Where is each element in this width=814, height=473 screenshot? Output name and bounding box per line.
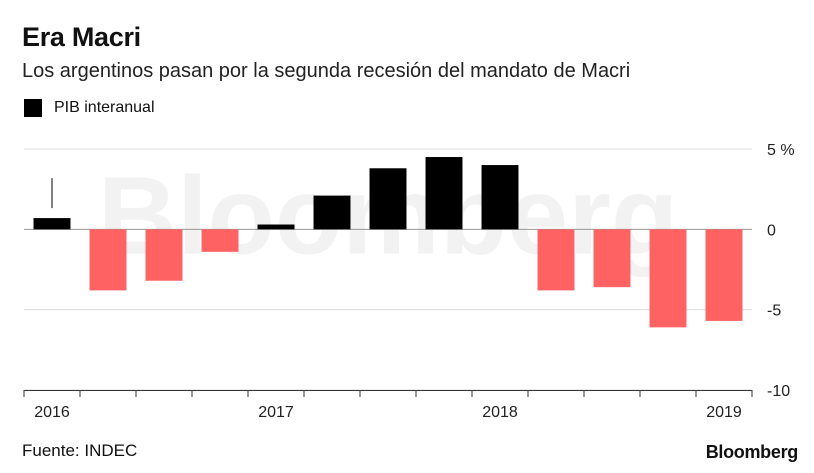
y-tick-label: 5 % — [767, 142, 795, 159]
legend: PIB interanual — [24, 99, 155, 117]
x-tick-label: 2016 — [34, 404, 70, 421]
x-tick-label: 2017 — [258, 404, 294, 421]
bar — [145, 229, 183, 281]
bar — [425, 157, 463, 230]
brand-logo: Bloomberg — [705, 442, 799, 462]
bar — [481, 165, 519, 230]
chart-subtitle: Los argentinos pasan por la segunda rece… — [22, 60, 631, 82]
bar — [593, 229, 631, 288]
bar — [537, 229, 575, 291]
bar — [705, 229, 743, 321]
y-tick-label: -5 — [767, 303, 781, 320]
bar — [369, 168, 407, 230]
x-tick-label: 2018 — [482, 404, 518, 421]
y-tick-label: 0 — [767, 222, 776, 239]
source-note: Fuente: INDEC — [22, 441, 138, 460]
bar — [89, 229, 127, 291]
y-tick-label: -10 — [767, 383, 790, 400]
x-tick-label: 2019 — [706, 404, 742, 421]
legend-swatch — [24, 99, 42, 117]
bar — [33, 218, 71, 230]
legend-label: PIB interanual — [54, 99, 155, 116]
bar — [201, 229, 239, 252]
bar — [649, 229, 687, 328]
chart-title: Era Macri — [22, 22, 141, 52]
bar — [257, 224, 295, 230]
bar — [313, 195, 351, 230]
